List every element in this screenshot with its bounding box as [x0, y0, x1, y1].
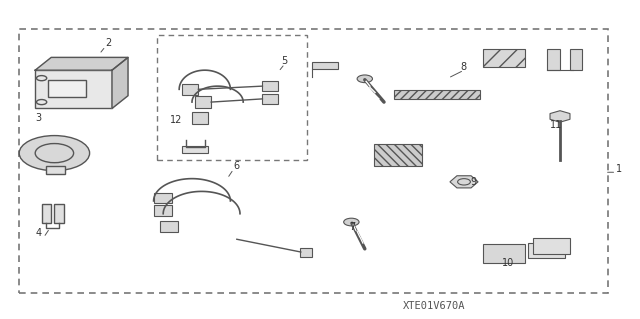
Text: 1: 1 — [616, 164, 623, 174]
Text: 7: 7 — [349, 222, 355, 232]
FancyBboxPatch shape — [48, 80, 86, 97]
FancyBboxPatch shape — [483, 244, 525, 263]
FancyBboxPatch shape — [192, 112, 208, 124]
FancyBboxPatch shape — [46, 166, 65, 174]
Text: 11: 11 — [550, 120, 563, 130]
Text: 4: 4 — [35, 228, 42, 238]
Text: 8: 8 — [461, 62, 467, 72]
FancyBboxPatch shape — [528, 243, 565, 258]
Text: 12: 12 — [170, 115, 182, 125]
FancyBboxPatch shape — [570, 49, 582, 70]
FancyBboxPatch shape — [42, 204, 51, 223]
FancyBboxPatch shape — [160, 221, 178, 232]
FancyBboxPatch shape — [182, 146, 208, 153]
FancyBboxPatch shape — [195, 96, 211, 108]
FancyBboxPatch shape — [182, 84, 198, 95]
Text: 5: 5 — [282, 56, 288, 66]
Circle shape — [357, 75, 372, 83]
FancyBboxPatch shape — [300, 248, 312, 257]
FancyBboxPatch shape — [262, 94, 278, 104]
FancyBboxPatch shape — [374, 144, 422, 166]
Text: 6: 6 — [234, 161, 240, 171]
FancyBboxPatch shape — [154, 205, 172, 216]
Polygon shape — [35, 57, 128, 70]
Text: XTE01V670A: XTE01V670A — [403, 301, 466, 311]
FancyBboxPatch shape — [394, 90, 480, 99]
FancyBboxPatch shape — [35, 70, 112, 108]
FancyBboxPatch shape — [533, 238, 570, 254]
Text: 3: 3 — [35, 113, 42, 123]
Text: 9: 9 — [470, 177, 477, 187]
Circle shape — [344, 218, 359, 226]
FancyBboxPatch shape — [312, 62, 338, 69]
FancyBboxPatch shape — [54, 204, 64, 223]
Text: 10: 10 — [502, 258, 515, 268]
Text: 2: 2 — [106, 38, 112, 48]
Circle shape — [19, 136, 90, 171]
FancyBboxPatch shape — [547, 49, 560, 70]
FancyBboxPatch shape — [483, 49, 525, 67]
FancyBboxPatch shape — [262, 81, 278, 91]
FancyBboxPatch shape — [154, 193, 172, 203]
Polygon shape — [112, 57, 128, 108]
